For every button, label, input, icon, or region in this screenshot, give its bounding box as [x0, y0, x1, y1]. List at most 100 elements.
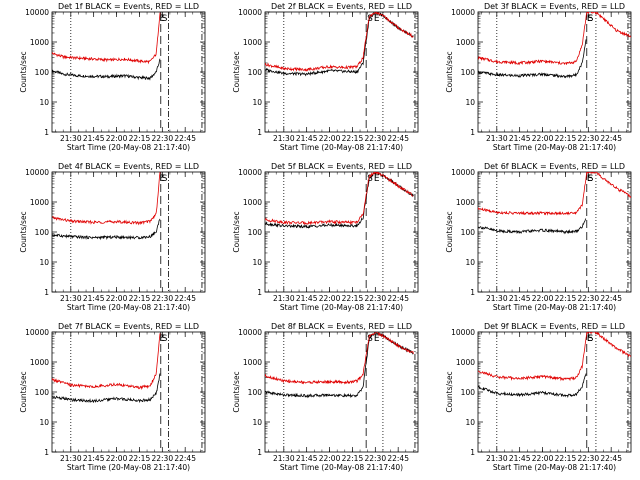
panel-title: Det 5f BLACK = Events, RED = LLD	[271, 162, 412, 171]
x-tick-label: 22:00	[532, 454, 554, 463]
end-marker-label: E	[159, 174, 165, 184]
plot-frame	[477, 11, 632, 133]
y-tick-label: 1	[44, 288, 49, 297]
y-tick-label: 10000	[25, 8, 49, 17]
y-tick-label: 1000	[30, 198, 49, 207]
y-tick-label: 10	[39, 418, 49, 427]
x-axis-label: Start Time (20-May-08 21:17:40)	[67, 303, 190, 312]
x-tick-label: 22:00	[319, 454, 341, 463]
x-tick-label: 22:00	[106, 134, 128, 143]
end-marker-label: E	[159, 334, 165, 344]
start-marker-label: S	[588, 174, 594, 184]
x-axis-label: Start Time (20-May-08 21:17:40)	[493, 143, 616, 152]
detector-panel-5: Det 5f BLACK = Events, RED = LLD 1 10 100 10…	[232, 162, 419, 312]
y-tick-label: 100	[35, 68, 50, 77]
x-axis-label: Start Time (20-May-08 21:17:40)	[280, 463, 403, 472]
panel-title: Det 6f BLACK = Events, RED = LLD	[484, 162, 625, 171]
plot-frame	[264, 11, 419, 133]
y-tick-label: 1	[470, 448, 475, 457]
y-tick-label: 10000	[451, 328, 475, 337]
plot-frame	[264, 331, 419, 453]
detector-panel-8: Det 8f BLACK = Events, RED = LLD 1 10 100 10…	[232, 322, 419, 472]
panel-title: Det 8f BLACK = Events, RED = LLD	[271, 322, 412, 331]
y-axis-label: Counts/sec	[19, 211, 28, 252]
end-marker-label: E	[374, 14, 380, 24]
end-marker-label: E	[587, 334, 593, 344]
start-marker-label: S	[162, 174, 168, 184]
y-tick-label: 10000	[238, 8, 262, 17]
x-axis-label: Start Time (20-May-08 21:17:40)	[493, 463, 616, 472]
x-tick-label: 22:30	[364, 294, 386, 303]
end-marker-label: E	[374, 174, 380, 184]
x-tick-label: 22:15	[342, 454, 364, 463]
y-tick-label: 1000	[456, 358, 475, 367]
y-tick-label: 1000	[243, 38, 262, 47]
x-tick-label: 22:15	[129, 294, 151, 303]
plot-frame	[51, 171, 206, 293]
x-tick-label: 22:45	[600, 294, 622, 303]
x-tick-label: 21:30	[60, 454, 82, 463]
x-tick-label: 21:30	[60, 294, 82, 303]
end-marker-label: E	[159, 14, 165, 24]
series-lld-line	[52, 172, 161, 226]
y-tick-label: 1000	[30, 38, 49, 47]
y-axis-label: Counts/sec	[445, 51, 454, 92]
series-events-line	[478, 218, 587, 235]
y-tick-label: 1	[257, 448, 262, 457]
panel-title: Det 4f BLACK = Events, RED = LLD	[58, 162, 199, 171]
panel-title: Det 3f BLACK = Events, RED = LLD	[484, 2, 625, 11]
x-tick-label: 21:30	[486, 454, 508, 463]
y-tick-label: 1000	[456, 38, 475, 47]
y-tick-label: 100	[461, 228, 476, 237]
x-tick-label: 22:15	[555, 454, 577, 463]
y-tick-label: 10000	[25, 328, 49, 337]
x-tick-label: 22:00	[106, 294, 128, 303]
start-marker-label: S	[162, 14, 168, 24]
x-tick-label: 21:45	[296, 294, 318, 303]
plot-frame	[51, 11, 206, 133]
series-events-line	[52, 58, 161, 81]
y-tick-label: 1000	[243, 198, 262, 207]
detector-panel-1: Det 1f BLACK = Events, RED = LLD 1 10 100 10…	[19, 2, 206, 152]
start-marker-label: S	[588, 334, 594, 344]
y-tick-label: 1000	[456, 198, 475, 207]
y-axis-label: Counts/sec	[19, 371, 28, 412]
series-events-line	[478, 39, 587, 79]
x-tick-label: 21:45	[296, 134, 318, 143]
x-tick-label: 22:45	[600, 454, 622, 463]
start-marker-label: S	[367, 334, 373, 344]
y-axis-label: Counts/sec	[232, 211, 241, 252]
panel-title: Det 9f BLACK = Events, RED = LLD	[484, 322, 625, 331]
series-events-line	[478, 373, 587, 398]
x-tick-label: 22:45	[387, 294, 409, 303]
y-tick-label: 1000	[243, 358, 262, 367]
plot-frame	[264, 171, 419, 293]
y-axis-label: Counts/sec	[19, 51, 28, 92]
x-tick-label: 22:15	[555, 294, 577, 303]
y-tick-label: 10	[39, 98, 49, 107]
y-axis-label: Counts/sec	[445, 211, 454, 252]
y-tick-label: 10	[465, 98, 475, 107]
y-tick-label: 1	[470, 128, 475, 137]
x-axis-label: Start Time (20-May-08 21:17:40)	[493, 303, 616, 312]
detector-panel-6: Det 6f BLACK = Events, RED = LLD 1 10 100 10…	[445, 162, 632, 312]
x-tick-label: 21:30	[273, 134, 295, 143]
y-tick-label: 10	[252, 258, 262, 267]
start-marker-label: S	[367, 174, 373, 184]
detector-panel-2: Det 2f BLACK = Events, RED = LLD 1 10 100 10…	[232, 2, 419, 152]
x-tick-label: 22:15	[342, 134, 364, 143]
series-lld-line	[265, 332, 414, 385]
x-tick-label: 22:00	[106, 454, 128, 463]
x-tick-label: 22:30	[151, 294, 173, 303]
x-tick-label: 22:30	[151, 134, 173, 143]
x-tick-label: 22:30	[364, 134, 386, 143]
plot-frame	[51, 331, 206, 453]
y-tick-label: 10000	[451, 8, 475, 17]
series-events-line	[52, 373, 161, 404]
x-tick-label: 21:45	[509, 134, 531, 143]
x-tick-label: 22:45	[174, 294, 196, 303]
series-lld-line	[265, 12, 414, 72]
y-tick-label: 10	[252, 418, 262, 427]
end-marker-label: E	[587, 174, 593, 184]
y-tick-label: 100	[461, 388, 476, 397]
